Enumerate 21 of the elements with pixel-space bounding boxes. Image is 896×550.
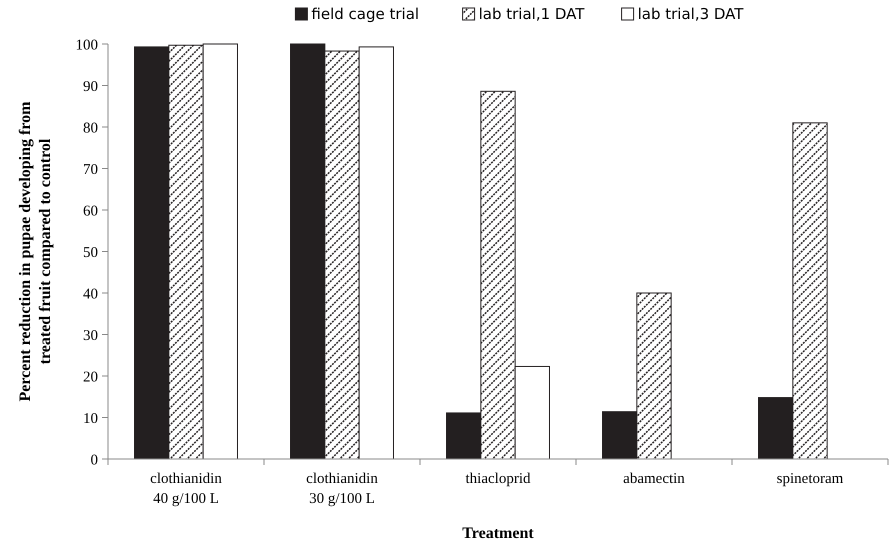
- x-axis-title: Treatment: [462, 525, 534, 542]
- y-tick-label: 90: [83, 78, 98, 95]
- x-tick-label: clothianidin 30 g/100 L: [306, 471, 378, 507]
- y-tick-label: 0: [90, 452, 98, 468]
- y-axis-title: Percent reduction in pupae developing from treated fruit compared to control: [17, 100, 54, 402]
- y-tick-label: 40: [83, 286, 98, 302]
- y-tick-label: 50: [83, 244, 98, 261]
- x-tick-label: thiacloprid: [466, 471, 531, 487]
- legend-label: lab trial,3 DAT: [638, 5, 744, 23]
- y-tick-label: 20: [83, 369, 98, 386]
- y-tick-label: 10: [83, 410, 98, 427]
- y-tick-label: 30: [83, 328, 98, 344]
- y-tick-label: 70: [83, 162, 98, 178]
- x-tick-label: abamectin: [623, 471, 686, 487]
- legend-label: field cage trial: [311, 5, 420, 23]
- y-tick-label: 80: [83, 120, 98, 136]
- legend-label: lab trial,1 DAT: [478, 5, 586, 23]
- y-tick-label: 60: [83, 203, 98, 220]
- y-tick-label: 100: [76, 37, 98, 54]
- x-tick-label: clothianidin 40 g/100 L: [150, 471, 222, 507]
- x-tick-label: spinetoram: [776, 471, 844, 487]
